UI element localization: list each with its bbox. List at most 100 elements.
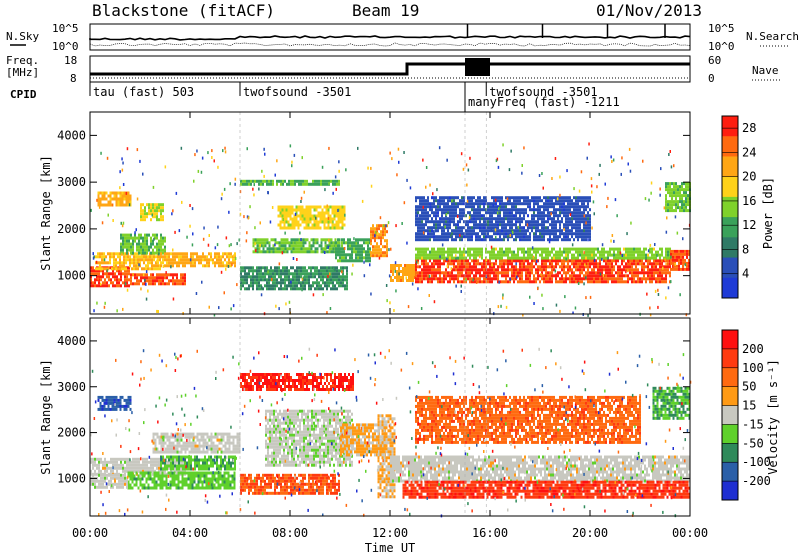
heatmap-cell <box>493 223 495 227</box>
heatmap-cell <box>170 279 172 283</box>
heatmap-cell <box>593 268 595 272</box>
heatmap-cell <box>417 232 419 236</box>
heatmap-cell <box>128 242 130 246</box>
heatmap-cell <box>222 149 224 153</box>
heatmap-cell <box>148 203 150 207</box>
heatmap-cell <box>453 220 455 224</box>
heatmap-cell <box>320 269 322 273</box>
heatmap-cell <box>104 301 106 305</box>
heatmap-cell <box>422 231 425 235</box>
heatmap-cell <box>445 205 447 209</box>
heatmap-cell <box>469 265 471 269</box>
heatmap-cell <box>587 262 589 266</box>
heatmap-cell <box>495 223 497 227</box>
heatmap-cell <box>168 264 170 268</box>
heatmap-cell <box>505 214 507 218</box>
heatmap-cell <box>475 214 477 218</box>
heatmap-cell <box>288 275 290 279</box>
heatmap-cell <box>531 268 533 272</box>
heatmap-cell <box>415 232 417 236</box>
heatmap-cell <box>549 214 551 218</box>
heatmap-cell <box>96 278 98 282</box>
heatmap-cell <box>631 259 633 263</box>
heatmap-cell <box>589 238 591 242</box>
heatmap-cell <box>310 247 313 251</box>
heatmap-cell <box>521 268 523 272</box>
heatmap-cell <box>355 253 357 257</box>
heatmap-cell <box>369 247 371 251</box>
heatmap-cell <box>324 188 326 192</box>
heatmap-cell <box>284 238 287 242</box>
heatmap-cell <box>248 269 250 273</box>
heatmap-cell <box>660 167 662 171</box>
heatmap-cell <box>439 250 441 254</box>
heatmap-cell <box>579 253 581 257</box>
heatmap-cell <box>176 282 178 286</box>
freq-tick-top: 18 <box>64 54 77 67</box>
heatmap-cell <box>392 270 394 273</box>
heatmap-cell <box>649 313 652 317</box>
heatmap-cell <box>545 214 547 218</box>
heatmap-cell <box>394 269 396 273</box>
heatmap-cell <box>469 211 471 215</box>
heatmap-cell <box>571 280 573 284</box>
heatmap-cell <box>583 205 585 209</box>
heatmap-cell <box>385 224 387 228</box>
heatmap-cell <box>284 250 287 254</box>
heatmap-cell <box>131 258 133 262</box>
heatmap-cell <box>417 259 419 263</box>
heatmap-cell <box>266 241 269 245</box>
heatmap-cell <box>296 275 298 279</box>
heatmap-cell <box>467 268 469 272</box>
heatmap-cell <box>585 226 587 230</box>
heatmap-cell <box>342 272 344 276</box>
heatmap-cell <box>495 205 497 209</box>
heatmap-cell <box>90 275 92 279</box>
nsearch-label: N.Search <box>746 30 799 43</box>
heatmap-cell <box>97 203 100 207</box>
heatmap-cell <box>551 229 553 233</box>
heatmap-cell <box>97 252 99 256</box>
heatmap-cell <box>434 229 437 233</box>
heatmap-cell <box>150 245 152 249</box>
heatmap-cell <box>629 262 631 266</box>
heatmap-cell <box>107 203 110 207</box>
nsky-panel: N.Sky 10^5 10^0 10^5 10^0 N.Search <box>6 22 799 53</box>
heatmap-cell <box>162 236 164 240</box>
heatmap-cell <box>603 265 605 269</box>
heatmap-cell <box>380 251 382 255</box>
heatmap-cell <box>338 272 340 276</box>
heatmap-cell <box>466 199 469 203</box>
heatmap-cell <box>539 247 541 251</box>
heatmap-cell <box>589 265 591 269</box>
heatmap-cell <box>328 238 330 242</box>
heatmap-cell <box>131 261 133 265</box>
heatmap-cell <box>481 268 483 272</box>
heatmap-cell <box>639 271 641 275</box>
heatmap-cell <box>104 272 106 276</box>
heatmap-cell <box>579 229 581 233</box>
heatmap-cell <box>267 191 269 194</box>
heatmap-cell <box>659 274 661 278</box>
heatmap-cell <box>140 273 142 277</box>
heatmap-cell <box>548 240 551 244</box>
heatmap-cell <box>549 265 551 269</box>
heatmap-cell <box>509 232 511 236</box>
heatmap-cell <box>192 255 194 259</box>
heatmap-cell <box>609 265 611 269</box>
heatmap-cell <box>234 257 237 260</box>
heatmap-cell <box>180 255 182 259</box>
heatmap-cell <box>651 277 653 281</box>
heatmap-cell <box>673 191 675 195</box>
heatmap-cell <box>545 256 547 260</box>
heatmap-cell <box>406 241 408 245</box>
heatmap-cell <box>549 199 551 203</box>
heatmap-cell <box>324 241 327 245</box>
heatmap-cell <box>196 255 198 259</box>
heatmap-cell <box>429 271 431 275</box>
heatmap-cell <box>459 214 461 218</box>
heatmap-cell <box>677 200 679 204</box>
heatmap-cell <box>573 187 575 191</box>
heatmap-cell <box>193 179 195 183</box>
heatmap-cell <box>481 229 483 233</box>
